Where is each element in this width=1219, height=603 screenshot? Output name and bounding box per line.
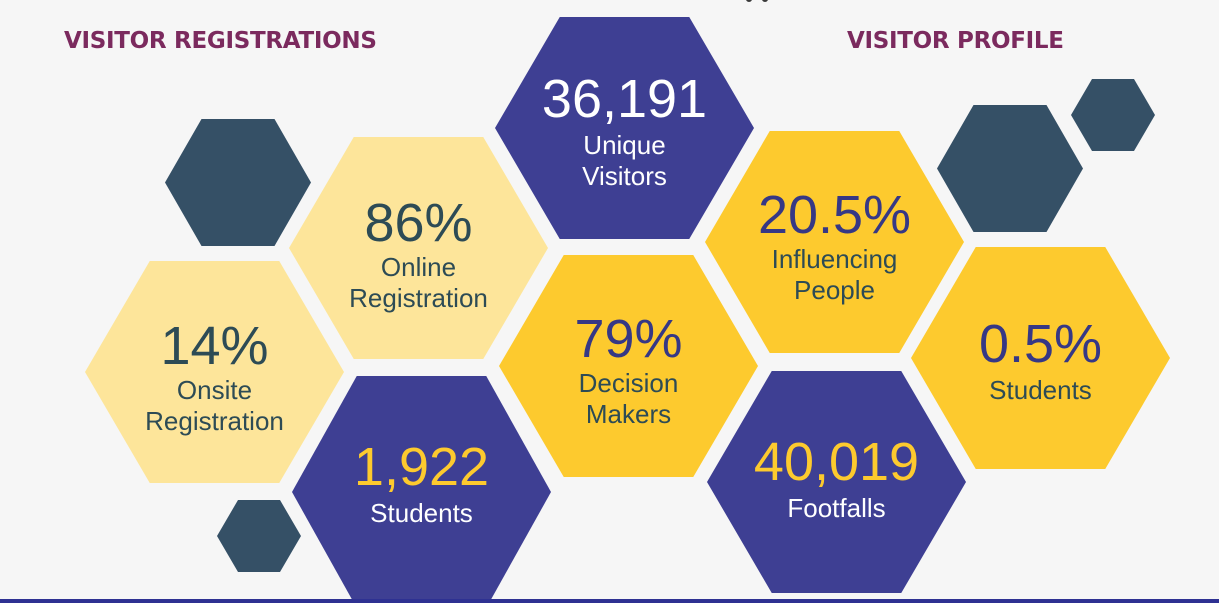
online-registration-hexagon: 86% Online Registration bbox=[289, 137, 548, 359]
decision-makers-value: 79% bbox=[574, 309, 683, 369]
online-registration-label-line2: Registration bbox=[349, 283, 488, 313]
cropped-text-fragment bbox=[740, 0, 780, 4]
unique-visitors-hexagon: 36,191 Unique Visitors bbox=[495, 17, 754, 239]
influencing-people-label-line1: Influencing bbox=[771, 244, 898, 274]
bottom-border-bar bbox=[0, 599, 1219, 603]
decision-makers-label-line2: Makers bbox=[585, 399, 672, 429]
students-count-label: Students bbox=[370, 497, 473, 528]
decorative-hexagon bbox=[217, 500, 301, 572]
onsite-registration-label-line2: Registration bbox=[145, 406, 284, 436]
footfalls-value: 40,019 bbox=[753, 431, 920, 492]
students-count-value: 1,922 bbox=[353, 436, 490, 497]
unique-visitors-value: 36,191 bbox=[541, 69, 708, 129]
decorative-hexagon bbox=[937, 105, 1083, 232]
students-count-hexagon: 1,922 Students bbox=[292, 376, 551, 603]
onsite-registration-label-line1: Onsite bbox=[176, 375, 253, 405]
footfalls-label: Footfalls bbox=[787, 492, 886, 523]
influencing-people-hexagon: 20.5% Influencing People bbox=[705, 131, 964, 353]
influencing-people-label-line2: People bbox=[794, 275, 875, 305]
decorative-hexagon bbox=[165, 119, 311, 246]
influencing-people-value: 20.5% bbox=[757, 185, 912, 245]
unique-visitors-label-line2: Visitors bbox=[582, 161, 667, 191]
online-registration-label-line1: Online bbox=[380, 252, 457, 282]
decorative-hexagon bbox=[1071, 79, 1155, 151]
visitor-profile-heading: VISITOR PROFILE bbox=[847, 28, 1064, 54]
students-percent-value: 0.5% bbox=[978, 313, 1103, 374]
unique-visitors-label-line1: Unique bbox=[583, 130, 666, 160]
decision-makers-hexagon: 79% Decision Makers bbox=[499, 255, 758, 477]
onsite-registration-hexagon: 14% Onsite Registration bbox=[85, 261, 344, 483]
visitor-registrations-heading: VISITOR REGISTRATIONS bbox=[64, 28, 377, 54]
decision-makers-label-line1: Decision bbox=[578, 368, 679, 398]
students-percent-label: Students bbox=[989, 374, 1092, 405]
onsite-registration-value: 14% bbox=[160, 316, 269, 376]
footfalls-hexagon: 40,019 Footfalls bbox=[707, 371, 966, 593]
students-percent-hexagon: 0.5% Students bbox=[911, 247, 1170, 469]
online-registration-value: 86% bbox=[364, 193, 473, 253]
